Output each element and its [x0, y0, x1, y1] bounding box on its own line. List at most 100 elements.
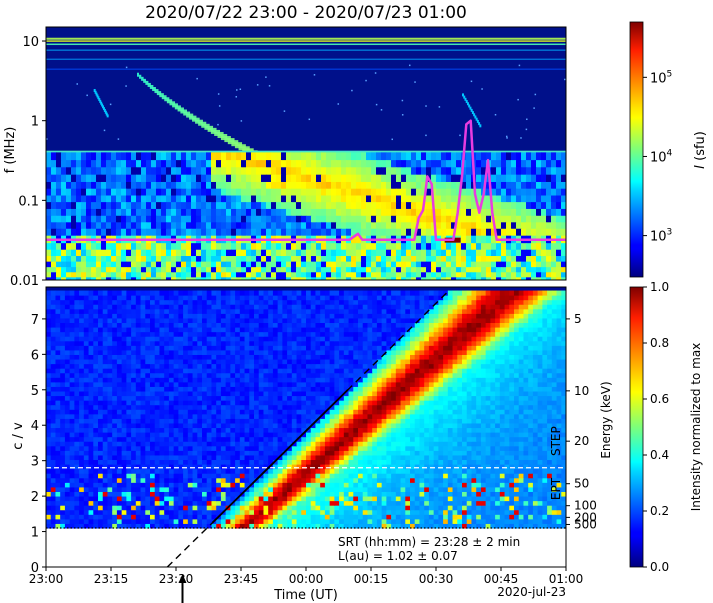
top-heat-cell	[71, 202, 77, 210]
bottom-heat-cell	[315, 486, 321, 492]
top-heat-cell	[301, 195, 307, 203]
top-heat-cell	[216, 208, 222, 217]
top-heat-cell	[556, 174, 562, 183]
bottom-heat-cell	[126, 468, 132, 474]
bottom-heat-cell	[131, 482, 137, 488]
bottom-heat-cell	[69, 409, 75, 415]
bottom-heat-cell	[88, 514, 94, 520]
top-heat-cell	[161, 152, 167, 161]
top-heat-cell	[256, 215, 262, 223]
top-heat-cell	[331, 267, 337, 273]
top-heat-cell	[516, 215, 522, 223]
top-heat-cell	[381, 160, 387, 168]
top-heat-cell	[361, 202, 367, 210]
top-heat-cell	[356, 256, 362, 263]
bottom-heat-cell	[452, 505, 458, 511]
bottom-heat-cell	[499, 486, 506, 492]
bottom-heat-cell	[381, 518, 387, 524]
top-heat-cell	[481, 208, 487, 217]
bottom-heat-cell	[400, 454, 406, 461]
top-heat-cell	[451, 208, 457, 217]
bottom-heat-cell	[447, 500, 454, 506]
bottom-heat-cell	[334, 464, 340, 470]
bottom-heat-cell	[93, 459, 99, 465]
bottom-heat-cell	[150, 445, 156, 451]
bottom-heat-cell	[239, 454, 246, 461]
top-heat-cell	[291, 256, 297, 263]
bottom-heat-cell	[495, 441, 501, 447]
bottom-heat-cell	[523, 486, 529, 492]
bottom-heat-cell	[79, 509, 85, 515]
bottom-heat-cell	[183, 427, 189, 433]
bottom-heat-cell	[230, 445, 236, 451]
top-heat-cell	[561, 195, 566, 203]
top-heat-cell	[381, 256, 387, 263]
top-colorbar-tick-label: 103	[650, 228, 672, 245]
bottom-heat-cell	[225, 427, 231, 433]
top-heat-cell	[421, 208, 427, 217]
bottom-heat-cell	[324, 518, 331, 524]
top-heat-cell	[386, 272, 392, 278]
top-heat-cell	[546, 188, 552, 197]
top-heat-cell	[256, 167, 262, 176]
bottom-heat-cell	[69, 464, 75, 470]
top-heat-cell	[551, 202, 557, 210]
top-heat-cell	[471, 202, 477, 210]
top-speckle	[375, 103, 378, 106]
top-heat-cell	[516, 188, 522, 197]
top-heat-cell	[471, 277, 477, 280]
top-heat-cell	[316, 152, 322, 161]
top-heat-cell	[476, 256, 482, 263]
bottom-heat-cell	[192, 509, 198, 515]
bottom-heat-cell	[324, 477, 331, 483]
top-heat-cell	[306, 277, 312, 280]
top-faint-burst	[479, 124, 482, 128]
top-heat-cell	[391, 195, 397, 203]
bottom-heat-cell	[428, 468, 435, 474]
top-heat-cell	[296, 272, 302, 278]
bottom-heat-cell	[419, 491, 425, 497]
bottom-heat-cell	[220, 450, 227, 456]
bottom-heat-cell	[301, 413, 307, 419]
bottom-heat-cell	[343, 473, 350, 479]
bottom-heat-cell	[514, 445, 520, 451]
top-heat-cell	[191, 267, 197, 273]
top-heat-cell	[61, 208, 67, 217]
top-heat-cell	[266, 181, 272, 190]
bottom-heat-cell	[419, 436, 425, 442]
top-heat-cell	[441, 249, 447, 257]
top-heat-cell	[111, 152, 117, 161]
bottom-heat-cell	[164, 509, 170, 515]
top-heat-cell	[416, 228, 422, 237]
top-heat-cell	[131, 249, 137, 257]
bottom-heat-cell	[187, 477, 194, 483]
bottom-heat-cell	[367, 441, 373, 447]
top-intensity-curve	[46, 119, 566, 242]
bottom-heat-cell	[88, 450, 94, 456]
bottom-heat-cell	[447, 509, 454, 515]
bottom-heat-cell	[353, 450, 359, 456]
top-heat-cell	[201, 256, 207, 263]
bottom-heat-cell	[518, 477, 524, 483]
top-heat-cell	[141, 215, 147, 223]
top-heat-cell	[481, 152, 487, 161]
bottom-heat-cell	[183, 413, 189, 419]
top-heat-cell	[226, 215, 232, 223]
top-heat-cell	[61, 181, 67, 190]
bottom-heat-cell	[443, 486, 449, 492]
top-heat-cell	[456, 249, 462, 257]
top-heat-cell	[286, 167, 292, 176]
bottom-heat-cell	[272, 518, 279, 524]
top-heat-cell	[61, 277, 67, 280]
top-heat-cell	[536, 261, 542, 268]
bottom-heat-cell	[315, 450, 321, 456]
bottom-heat-cell	[504, 491, 510, 497]
bottom-heat-cell	[98, 500, 104, 506]
bottom-heat-cell	[462, 500, 468, 506]
bottom-heat-cell	[263, 486, 269, 492]
top-speckle	[86, 94, 88, 97]
bottom-heat-cell	[206, 436, 212, 442]
bottom-heat-cell	[376, 468, 383, 474]
top-heat-cell	[466, 249, 472, 257]
bottom-heat-cell	[150, 514, 156, 520]
